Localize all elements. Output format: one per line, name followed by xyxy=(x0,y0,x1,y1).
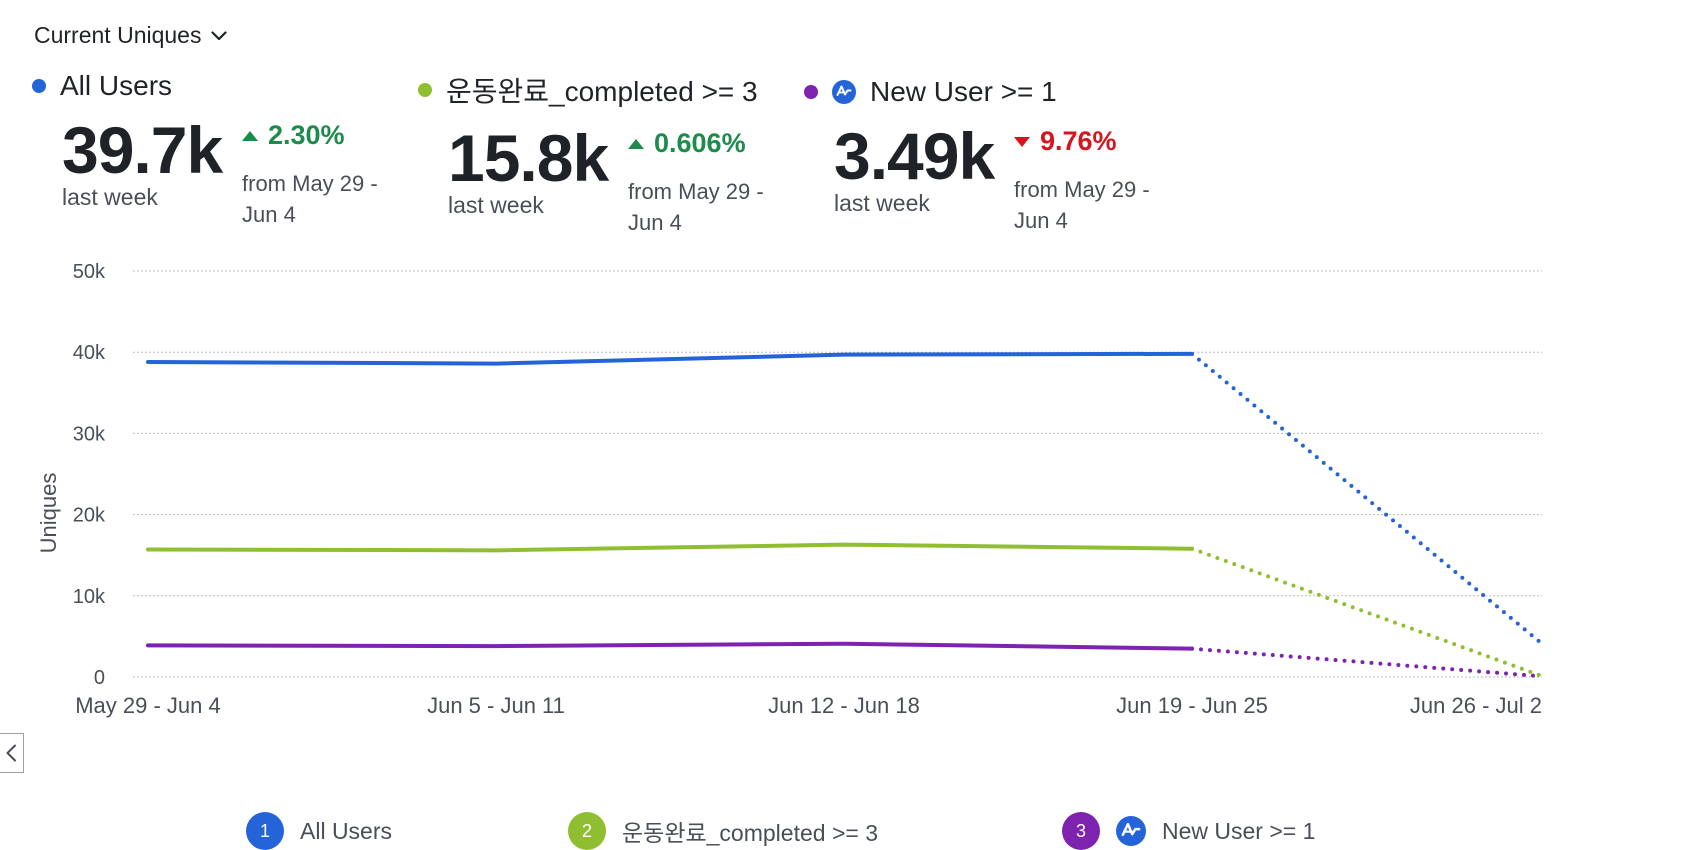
series-line[interactable] xyxy=(146,641,1194,651)
metric-dropdown-label: Current Uniques xyxy=(34,22,202,48)
legend-item-all-users[interactable]: 1 All Users xyxy=(246,812,392,850)
y-tick-label: 20k xyxy=(73,505,106,527)
x-tick-label: Jun 26 - Jul 2 xyxy=(1410,693,1542,718)
data-point[interactable] xyxy=(834,634,854,654)
grid-lines xyxy=(133,270,1542,678)
data-point[interactable] xyxy=(1530,632,1550,652)
chart-legend: 1 All Users 2 운동완료_completed >= 3 3 New … xyxy=(0,812,1690,850)
data-point[interactable] xyxy=(1182,639,1202,659)
legend-badge: 2 xyxy=(568,812,606,850)
kpi-comparison-period: from May 29 - Jun 4 xyxy=(1014,177,1150,233)
series-line-incomplete[interactable] xyxy=(1190,351,1542,645)
data-point[interactable] xyxy=(834,535,854,555)
legend-item-new-user[interactable]: 3 New User >= 1 xyxy=(1062,812,1315,850)
kpi-series-name: All Users xyxy=(60,70,173,101)
x-tick-label: Jun 12 - Jun 18 xyxy=(768,693,920,718)
x-tick-label: May 29 - Jun 4 xyxy=(75,693,221,718)
kpi-value: 39.7k xyxy=(62,113,223,187)
y-tick-label: 50k xyxy=(73,261,106,283)
event-segment-icon xyxy=(832,80,856,104)
kpi-change: 0.606% xyxy=(628,128,746,159)
data-point[interactable] xyxy=(486,636,506,656)
series-lines xyxy=(138,344,1550,686)
data-point[interactable] xyxy=(834,345,854,365)
data-point[interactable] xyxy=(486,354,506,374)
series-color-dot xyxy=(804,85,818,99)
series-line-incomplete[interactable] xyxy=(1190,546,1542,678)
kpi-change: 9.76% xyxy=(1014,126,1117,157)
series-color-dot xyxy=(32,79,46,93)
series-line-incomplete[interactable] xyxy=(1190,646,1542,679)
chevron-down-icon xyxy=(211,30,228,40)
kpi-header: All Users xyxy=(32,70,172,102)
kpi-series-name: New User >= 1 xyxy=(870,76,1057,107)
triangle-up-icon xyxy=(628,138,644,149)
y-tick-label: 10k xyxy=(73,586,106,608)
legend-item-exercise-completed[interactable]: 2 운동완료_completed >= 3 xyxy=(568,812,878,850)
kpi-value: 15.8k xyxy=(448,121,609,195)
x-axis-ticks: May 29 - Jun 4 Jun 5 - Jun 11 Jun 12 - Jun… xyxy=(75,693,1542,718)
legend-badge: 1 xyxy=(246,812,284,850)
data-point[interactable] xyxy=(1530,666,1550,686)
data-point[interactable] xyxy=(486,540,506,560)
data-point[interactable] xyxy=(1182,539,1202,559)
kpi-exercise-completed: 운동완료_completed >= 3 15.8k last week 0.60… xyxy=(418,70,764,252)
kpi-new-user: New User >= 1 3.49k last week 9.76% from… xyxy=(804,76,1150,250)
y-tick-label: 0 xyxy=(94,667,105,689)
kpi-change-value: 9.76% xyxy=(1040,126,1117,156)
legend-label: All Users xyxy=(300,817,393,844)
x-tick-label: Jun 19 - Jun 25 xyxy=(1116,693,1268,718)
series-line[interactable] xyxy=(146,542,1194,553)
kpi-series-name: 운동완료_completed >= 3 xyxy=(446,76,758,107)
series-line[interactable] xyxy=(146,351,1194,366)
metric-dropdown[interactable]: Current Uniques xyxy=(34,22,228,49)
chevron-left-icon xyxy=(6,744,16,762)
triangle-up-icon xyxy=(242,130,258,141)
data-point[interactable] xyxy=(138,352,158,372)
legend-label: New User >= 1 xyxy=(1162,817,1316,844)
kpi-header: New User >= 1 xyxy=(804,76,1057,108)
kpi-header: 운동완료_completed >= 3 xyxy=(418,70,758,110)
y-tick-label: 30k xyxy=(73,423,106,445)
kpi-comparison-period: from May 29 - Jun 4 xyxy=(628,179,764,235)
event-segment-icon xyxy=(1116,816,1146,846)
x-tick-label: Jun 5 - Jun 11 xyxy=(427,693,565,718)
series-color-dot xyxy=(418,83,432,97)
kpi-all-users: All Users 39.7k last week 2.30% from May… xyxy=(32,70,378,244)
legend-badge: 3 xyxy=(1062,812,1100,850)
kpi-period: last week xyxy=(448,192,544,218)
collapse-panel-button[interactable] xyxy=(0,733,24,773)
kpi-period: last week xyxy=(62,184,158,210)
y-axis-ticks: 0 10k 20k 30k 40k 50k xyxy=(73,261,106,689)
kpi-period: last week xyxy=(834,190,930,216)
y-axis-label: Uniques xyxy=(36,473,61,554)
kpi-value: 3.49k xyxy=(834,119,995,193)
line-chart: 0 10k 20k 30k 40k 50k May 29 - Jun 4 Jun 5 - J… xyxy=(36,261,1550,718)
kpi-change-value: 2.30% xyxy=(268,120,345,150)
kpi-change: 2.30% xyxy=(242,120,345,151)
data-point[interactable] xyxy=(138,540,158,560)
y-tick-label: 40k xyxy=(73,342,106,364)
data-point[interactable] xyxy=(1182,344,1202,364)
legend-label: 운동완료_completed >= 3 xyxy=(622,820,878,846)
data-point[interactable] xyxy=(138,635,158,655)
kpi-comparison-period: from May 29 - Jun 4 xyxy=(242,171,378,227)
kpi-change-value: 0.606% xyxy=(654,128,746,158)
triangle-down-icon xyxy=(1014,136,1030,147)
